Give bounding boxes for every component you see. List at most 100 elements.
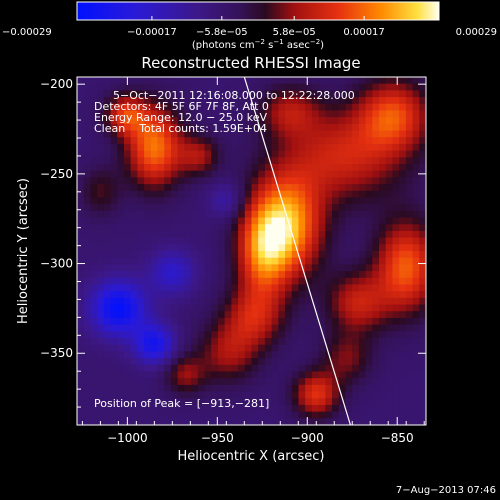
heatmap-cell [291,83,300,91]
heatmap-cell [412,257,420,265]
heatmap-cell [264,284,273,292]
heatmap-cell [332,297,340,306]
heatmap-cell [291,77,300,85]
heatmap-cell [318,304,326,312]
heatmap-cell [405,391,414,399]
heatmap-cell [278,271,286,279]
heatmap-cell [271,264,279,272]
heatmap-cell [291,378,300,386]
heatmap-cell [251,197,259,205]
heatmap-cell [77,378,85,386]
heatmap-cell [117,130,125,138]
heatmap-cell [170,224,179,232]
heatmap-cell [144,411,152,419]
heatmap-cell [137,291,145,299]
heatmap-cell [385,391,394,399]
heatmap-cell [399,251,407,259]
heatmap-cell [211,97,219,105]
heatmap-cell [191,103,199,112]
heatmap-cell [90,177,98,185]
heatmap-cell [117,364,125,373]
heatmap-cell [244,150,253,158]
heatmap-cell [345,391,353,399]
heatmap-cell [311,103,320,112]
heatmap-cell [150,311,159,319]
heatmap-cell [405,398,414,406]
heatmap-cell [217,344,226,352]
heatmap-cell [365,317,373,326]
heatmap-cell [177,150,185,158]
heatmap-cell [379,177,387,185]
heatmap-cell [291,224,300,232]
heatmap-cell [278,90,286,98]
heatmap-cell [352,170,360,178]
heatmap-cell [392,204,400,212]
heatmap-cell [244,83,253,91]
heatmap-cell [399,190,407,199]
heatmap-cell [90,103,98,112]
heatmap-cell [110,331,118,339]
heatmap-cell [204,77,212,85]
heatmap-cell [157,384,165,393]
colorbar-tick-label: −5.8e−05 [196,27,248,38]
heatmap-cell [224,204,232,212]
heatmap-cell [157,297,165,306]
heatmap-cell [117,271,125,279]
heatmap-cell [305,297,313,306]
heatmap-cell [157,164,165,172]
heatmap-cell [110,230,118,239]
heatmap-cell [204,277,212,286]
heatmap-cell [224,130,232,138]
heatmap-cell [345,123,353,132]
heatmap-cell [412,90,420,98]
y-tick-label: −350 [40,346,73,360]
heatmap-cell [130,284,138,292]
heatmap-cell [365,338,373,346]
heatmap-cell [197,217,206,225]
heatmap-cell [123,311,132,319]
heatmap-cell [298,297,306,306]
heatmap-cell [197,103,206,112]
heatmap-cell [379,210,387,219]
heatmap-cell [90,123,98,132]
heatmap-cell [338,123,347,132]
heatmap-cell [83,324,92,332]
heatmap-cell [77,244,85,252]
heatmap-cell [177,284,185,292]
heatmap-cell [392,164,400,172]
heatmap-cell [405,217,414,225]
heatmap-cell [170,331,179,339]
heatmap-cell [144,418,152,425]
heatmap-cell [177,217,185,225]
heatmap-cell [110,103,118,112]
heatmap-cell [358,358,367,366]
heatmap-cell [291,264,300,272]
heatmap-cell [385,264,394,272]
heatmap-cell [164,418,172,425]
heatmap-cell [251,291,259,299]
heatmap-cell [379,237,387,245]
heatmap-cell [258,264,266,272]
heatmap-cell [103,224,112,232]
heatmap-cell [77,137,85,145]
heatmap-cell [352,398,360,406]
heatmap-cell [123,351,132,359]
heatmap-cell [211,418,219,425]
heatmap-cell [144,351,152,359]
heatmap-cell [130,271,138,279]
heatmap-cell [103,384,112,393]
heatmap-cell [170,338,179,346]
heatmap-cell [103,204,112,212]
heatmap-cell [412,137,420,145]
heatmap-cell [399,210,407,219]
heatmap-cell [90,150,98,158]
heatmap-cell [238,338,246,346]
heatmap-cell [224,143,232,152]
heatmap-cell [352,277,360,286]
heatmap-cell [318,210,326,219]
heatmap-cell [278,251,286,259]
heatmap-cell [285,197,293,205]
heatmap-cell [184,210,192,219]
heatmap-cell [170,384,179,393]
heatmap-cell [211,83,219,91]
